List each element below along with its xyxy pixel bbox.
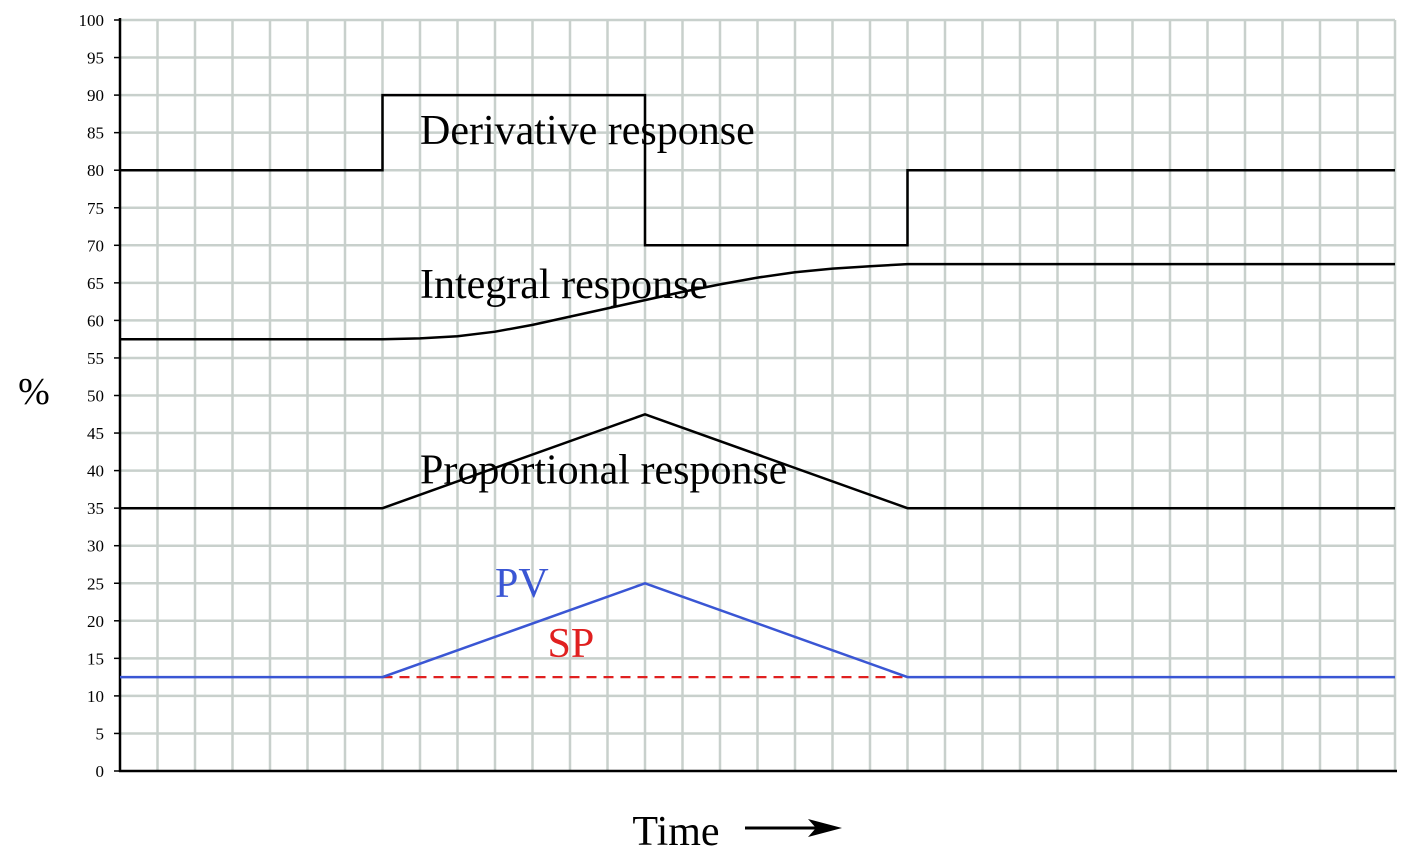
series-lines [120, 93, 1395, 679]
y-tick-label: 90 [87, 86, 104, 105]
y-tick-label: 35 [87, 499, 104, 518]
y-tick-label: 55 [87, 349, 104, 368]
y-tick-label: 15 [87, 649, 104, 668]
y-tick-label: 30 [87, 537, 104, 556]
annotations: Derivative response Integral response Prop… [420, 108, 787, 667]
y-tick-label: 70 [87, 236, 104, 255]
y-tick-labels: 0 5 10 15 20 25 30 35 40 45 50 55 60 65 70 75 80 85 90 95 10… [79, 11, 105, 781]
y-tick-label: 85 [87, 124, 104, 143]
y-tick-label: 0 [96, 762, 105, 781]
annotation-proportional-response: Proportional response [420, 447, 787, 493]
y-tick-label: 25 [87, 574, 104, 593]
series-pv [120, 581, 1395, 679]
annotation-integral-response: Integral response [420, 262, 708, 308]
y-tick-label: 20 [87, 612, 104, 631]
y-tick-label: 40 [87, 462, 104, 481]
series-derivative-response [120, 93, 1395, 247]
annotation-pv: PV [495, 561, 549, 607]
x-axis-label: Time [632, 809, 719, 855]
y-axis-label: % [18, 371, 50, 413]
y-tick-label: 45 [87, 424, 104, 443]
annotation-derivative-response: Derivative response [420, 108, 755, 154]
annotation-sp: SP [548, 621, 595, 667]
y-tick-label: 75 [87, 199, 104, 218]
series-integral-response [120, 262, 1395, 341]
y-tick-label: 5 [96, 724, 105, 743]
y-tick-label: 95 [87, 49, 104, 68]
axes [114, 18, 1397, 773]
time-arrow-icon [745, 819, 842, 837]
y-tick-label: 80 [87, 161, 104, 180]
y-tick-label: 65 [87, 274, 104, 293]
y-tick-label: 100 [79, 11, 105, 30]
y-tick-label: 60 [87, 311, 104, 330]
series-proportional-response [120, 412, 1395, 510]
y-tick-label: 50 [87, 387, 104, 406]
grid [120, 18, 1397, 771]
y-tick-label: 10 [87, 687, 104, 706]
